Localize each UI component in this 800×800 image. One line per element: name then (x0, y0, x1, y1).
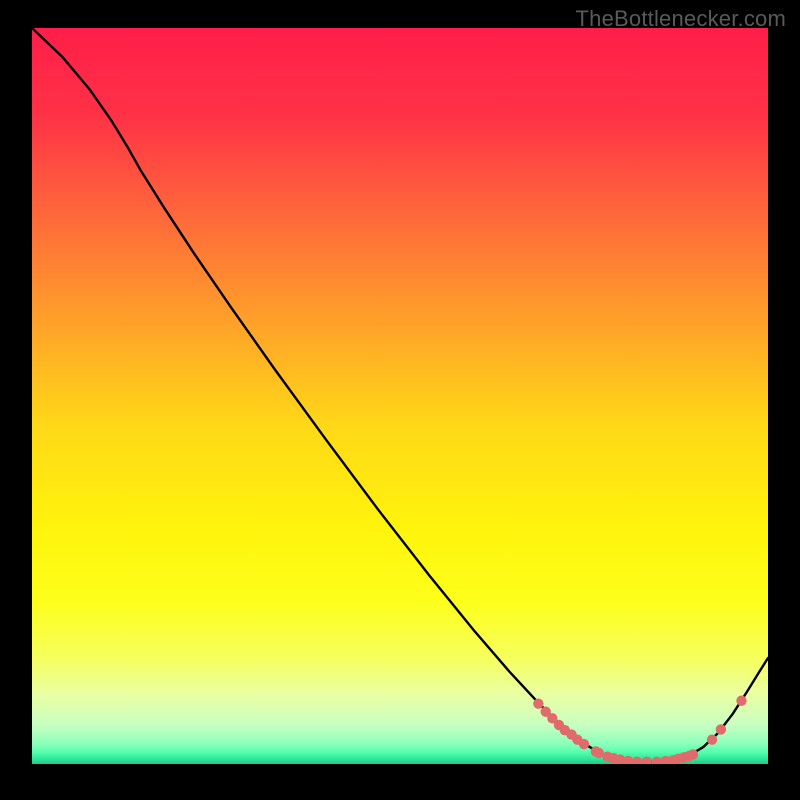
chart-area (32, 28, 768, 764)
data-marker (641, 757, 651, 764)
data-marker (652, 757, 662, 764)
curve-line (32, 28, 768, 762)
data-marker (707, 735, 717, 745)
data-marker (533, 698, 543, 708)
watermark-label: TheBottlenecker.com (576, 6, 786, 32)
data-marker (632, 757, 642, 764)
data-marker (579, 739, 589, 749)
chart-curve-layer (32, 28, 768, 764)
data-marker (688, 749, 698, 759)
marker-group (533, 696, 747, 765)
data-marker (736, 696, 746, 706)
data-marker (716, 724, 726, 734)
